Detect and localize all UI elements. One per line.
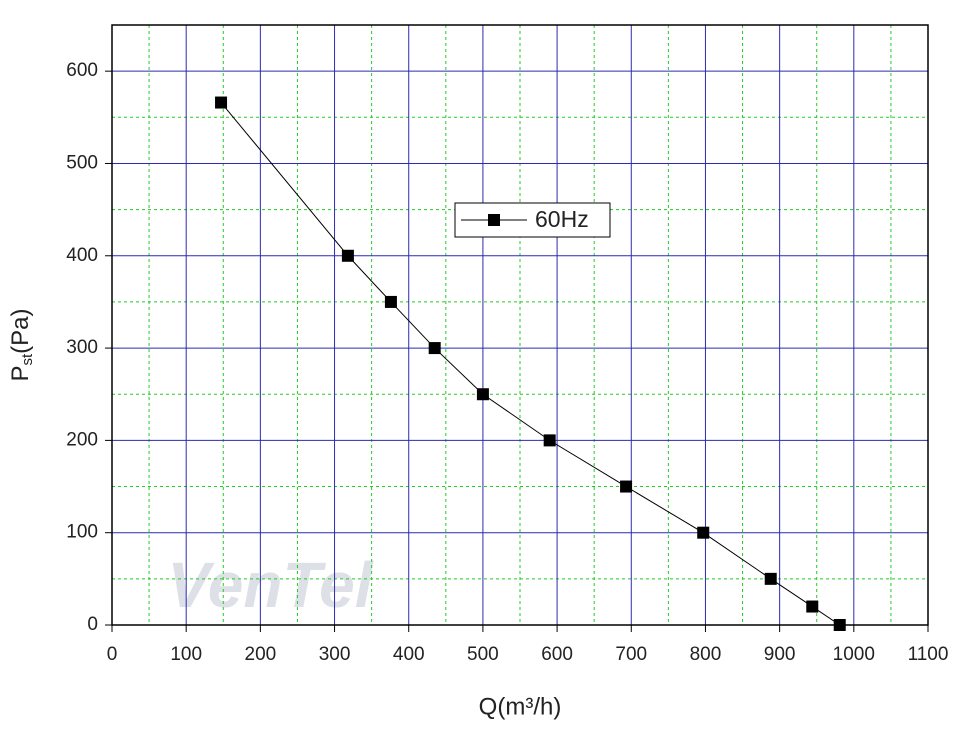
y-tick-label: 400 (66, 245, 98, 266)
y-tick-label: 200 (66, 429, 98, 450)
point (806, 600, 819, 613)
plot-frame (111, 24, 929, 626)
x-tick-label: 1000 (833, 644, 875, 665)
point (476, 388, 489, 401)
y-tick-label: 100 (66, 522, 98, 543)
y-tick-label: 600 (66, 60, 98, 81)
x-tick-label: 100 (170, 644, 202, 665)
point (764, 572, 777, 585)
x-tick-label: 600 (541, 644, 573, 665)
point (543, 434, 556, 447)
point (620, 480, 633, 493)
x-tick-label: 700 (615, 644, 647, 665)
point (215, 96, 228, 109)
point (341, 249, 354, 262)
x-tick-label: 400 (393, 644, 425, 665)
y-axis-label: Pst(Pa) (7, 308, 36, 381)
x-axis-label: Q(m³/h) (479, 693, 562, 720)
legend-marker (488, 214, 500, 226)
y-label-sub: st (19, 353, 36, 366)
x-tick-label: 1100 (908, 644, 949, 665)
point (428, 342, 441, 355)
legend-label: 60Hz (535, 206, 589, 232)
x-tick-label: 200 (245, 644, 277, 665)
y-tick-label: 300 (66, 337, 98, 358)
point (833, 619, 846, 631)
point (384, 295, 397, 308)
y-label-unit: (Pa) (7, 308, 34, 353)
x-tick-label: 500 (467, 644, 499, 665)
x-tick-label: 800 (690, 644, 722, 665)
series-line (220, 102, 841, 626)
x-tick-label: 300 (319, 644, 351, 665)
y-tick-label: 0 (87, 614, 98, 635)
watermark: VenTel (167, 549, 373, 621)
y-tick-label: 500 (66, 152, 98, 173)
point (697, 526, 710, 539)
x-tick-label: 0 (107, 644, 118, 665)
x-tick-label: 900 (764, 644, 796, 665)
y-label-main: P (7, 366, 34, 382)
